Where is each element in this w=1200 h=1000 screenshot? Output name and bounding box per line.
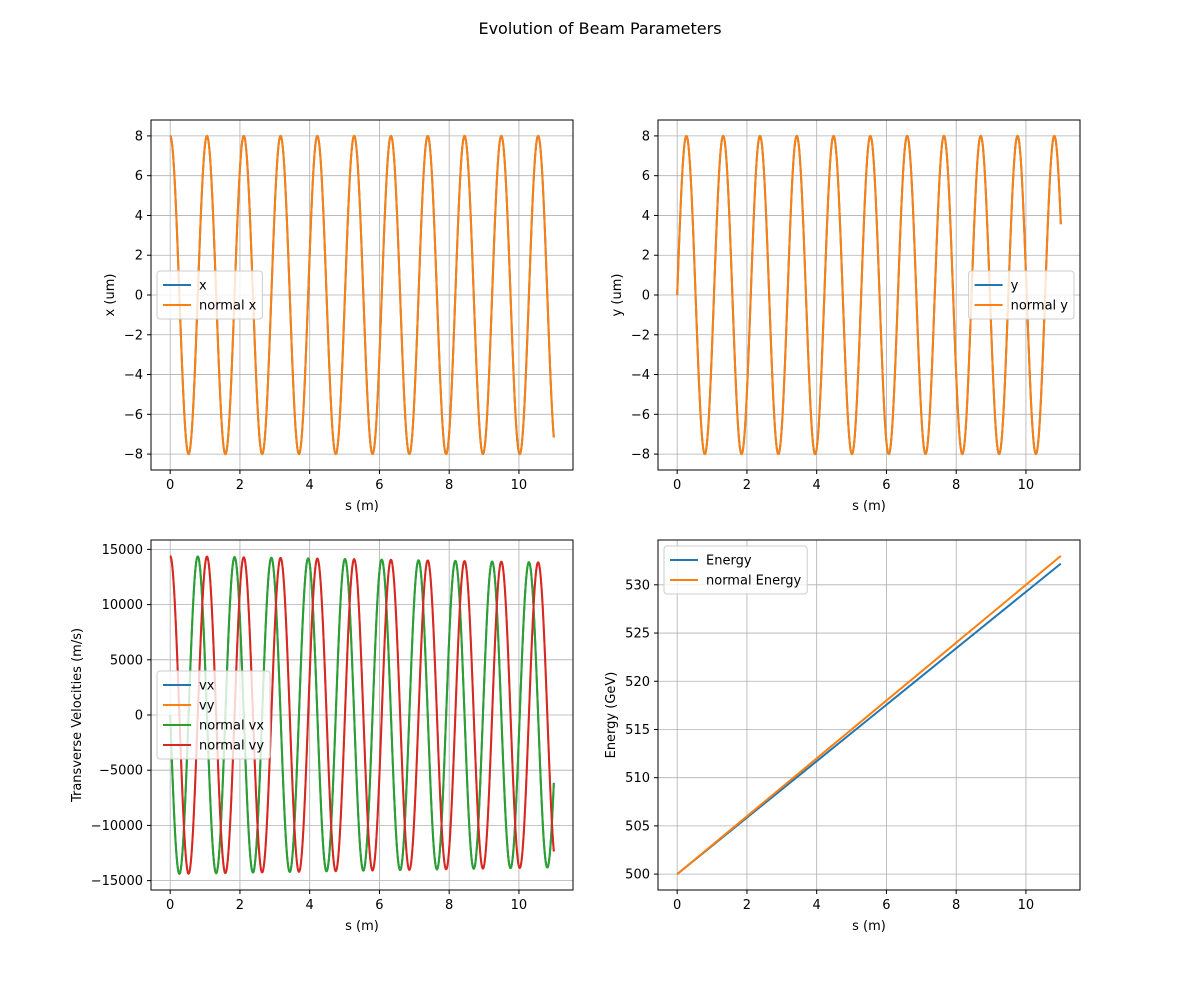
y-tick-label: −4 bbox=[631, 368, 650, 383]
subplot-x: 0 2 4 6 8 10 −8 −6 −4 −2 0 2 4 6 8 s (m) x (um) x normal x bbox=[103, 119, 574, 514]
y-tick-label: 0 bbox=[135, 709, 143, 724]
y-tick-label: 0 bbox=[642, 289, 650, 304]
legend-label: normal Energy bbox=[706, 574, 802, 589]
legend-label: Energy bbox=[706, 554, 752, 569]
legend-box bbox=[663, 545, 808, 595]
legend-box bbox=[156, 270, 263, 320]
legend: Energy normal Energy bbox=[663, 545, 808, 595]
legend-label: normal vx bbox=[199, 719, 264, 734]
series-line-normal-y bbox=[676, 134, 1062, 456]
y-tick-label: −10000 bbox=[91, 819, 143, 834]
y-axis-label: x (um) bbox=[103, 274, 118, 317]
x-axis-label: s (m) bbox=[852, 499, 886, 514]
x-tick-label: 8 bbox=[952, 898, 960, 913]
legend-label: normal x bbox=[199, 299, 257, 314]
x-tick-label: 6 bbox=[375, 898, 383, 913]
x-tick-label: 10 bbox=[511, 898, 528, 913]
y-tick-label: −4 bbox=[124, 368, 143, 383]
x-tick-label: 2 bbox=[236, 898, 244, 913]
x-tick-label: 10 bbox=[511, 478, 528, 493]
legend-label: vx bbox=[199, 679, 215, 694]
series-line-normal-energy bbox=[676, 555, 1062, 875]
y-tick-label: 520 bbox=[625, 675, 650, 690]
figure-title: Evolution of Beam Parameters bbox=[478, 19, 721, 38]
legend-label: y bbox=[1011, 279, 1019, 294]
legend-label: normal vy bbox=[199, 739, 264, 754]
y-tick-label: 5000 bbox=[110, 653, 143, 668]
x-tick-label: 2 bbox=[236, 478, 244, 493]
x-tick-label: 10 bbox=[1018, 898, 1035, 913]
y-tick-label: −6 bbox=[631, 408, 650, 423]
y-tick-label: 2 bbox=[135, 249, 143, 264]
y-tick-label: 525 bbox=[625, 627, 650, 642]
y-tick-label: 505 bbox=[625, 819, 650, 834]
x-tick-label: 4 bbox=[813, 478, 821, 493]
y-tick-label: −6 bbox=[124, 408, 143, 423]
x-tick-label: 2 bbox=[743, 898, 751, 913]
y-tick-label: −15000 bbox=[91, 874, 143, 889]
x-tick-label: 2 bbox=[743, 478, 751, 493]
x-axis-label: s (m) bbox=[852, 919, 886, 934]
y-tick-label: 4 bbox=[135, 209, 143, 224]
y-tick-label: 6 bbox=[642, 169, 650, 184]
x-tick-label: 6 bbox=[882, 898, 890, 913]
legend-label: normal y bbox=[1011, 299, 1069, 314]
x-tick-label: 10 bbox=[1018, 478, 1035, 493]
legend-box bbox=[968, 270, 1075, 320]
x-tick-label: 8 bbox=[952, 478, 960, 493]
x-tick-label: 0 bbox=[673, 478, 681, 493]
y-tick-label: −8 bbox=[124, 448, 143, 463]
x-tick-label: 8 bbox=[445, 898, 453, 913]
y-tick-label: 15000 bbox=[102, 543, 143, 558]
x-tick-label: 0 bbox=[166, 898, 174, 913]
y-axis-label: y (um) bbox=[610, 274, 625, 317]
y-tick-label: −8 bbox=[631, 448, 650, 463]
y-tick-label: 500 bbox=[625, 868, 650, 883]
y-tick-label: −2 bbox=[124, 328, 143, 343]
y-tick-label: 8 bbox=[135, 129, 143, 144]
y-axis-label: Transverse Velocities (m/s) bbox=[70, 628, 85, 803]
legend: vx vy normal vx normal vy bbox=[156, 670, 271, 760]
y-tick-label: 6 bbox=[135, 169, 143, 184]
legend: y normal y bbox=[968, 270, 1075, 320]
x-tick-label: 6 bbox=[882, 478, 890, 493]
x-tick-label: 4 bbox=[813, 898, 821, 913]
y-tick-label: 515 bbox=[625, 723, 650, 738]
legend: x normal x bbox=[156, 270, 263, 320]
y-tick-label: 8 bbox=[642, 129, 650, 144]
x-tick-label: 8 bbox=[445, 478, 453, 493]
legend-label: vy bbox=[199, 699, 215, 714]
subplot-E: 0 2 4 6 8 10 500 505 510 515 520 525 530 s (m) Energy … bbox=[604, 539, 1081, 934]
x-tick-label: 0 bbox=[166, 478, 174, 493]
y-tick-label: 10000 bbox=[102, 598, 143, 613]
y-tick-label: −5000 bbox=[99, 764, 143, 779]
y-tick-label: −2 bbox=[631, 328, 650, 343]
x-tick-label: 0 bbox=[673, 898, 681, 913]
x-tick-label: 4 bbox=[306, 898, 314, 913]
x-axis-label: s (m) bbox=[345, 919, 379, 934]
x-axis-label: s (m) bbox=[345, 499, 379, 514]
y-axis-label: Energy (GeV) bbox=[604, 672, 619, 759]
legend-box bbox=[156, 670, 271, 760]
legend-label: x bbox=[199, 279, 207, 294]
x-tick-label: 6 bbox=[375, 478, 383, 493]
y-tick-label: 510 bbox=[625, 771, 650, 786]
y-tick-label: 0 bbox=[135, 289, 143, 304]
subplot-y: 0 2 4 6 8 10 −8 −6 −4 −2 0 2 4 6 8 s (m) y (um) y normal y bbox=[610, 119, 1081, 514]
axes-frame bbox=[657, 539, 1081, 891]
y-tick-label: 530 bbox=[625, 578, 650, 593]
series-line-normal-vx bbox=[169, 555, 555, 875]
x-tick-label: 4 bbox=[306, 478, 314, 493]
y-tick-label: 4 bbox=[642, 209, 650, 224]
subplot-v: 0 2 4 6 8 10 −15000 −10000 −5000 0 5000 10000 15000 s… bbox=[70, 539, 574, 934]
y-tick-label: 2 bbox=[642, 249, 650, 264]
